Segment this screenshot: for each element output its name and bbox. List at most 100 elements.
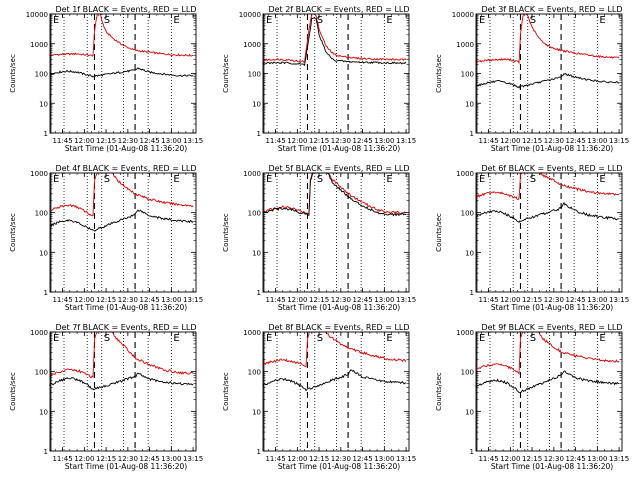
marker-label: E <box>173 15 179 26</box>
lld-series-line <box>262 331 407 367</box>
x-tick-label: 11:45 <box>52 296 72 304</box>
x-tick-label: 12:30 <box>118 137 138 145</box>
y-tick-label: 1000 <box>243 41 261 49</box>
y-axis-label: Counts/sec <box>222 213 230 252</box>
x-tick-label: 11:45 <box>265 137 285 145</box>
x-tick-label: 12:30 <box>331 455 351 463</box>
marker-label: E <box>173 333 179 344</box>
marker-label: S <box>104 15 110 26</box>
x-tick-label: 12:00 <box>500 296 520 304</box>
y-tick-label: 100 <box>35 369 48 377</box>
x-tick-label: 12:00 <box>500 455 520 463</box>
panel-title: Det 5f BLACK = Events, RED = LLD <box>268 164 409 173</box>
x-tick-label: 13:00 <box>374 455 394 463</box>
x-tick-label: 12:30 <box>544 137 564 145</box>
x-tick-label: 13:00 <box>161 137 181 145</box>
x-axis-label: Start Time (01-Aug-08 11:36:20) <box>278 144 400 153</box>
lld-series-line <box>262 13 407 63</box>
y-tick-label: 10 <box>252 100 261 108</box>
x-tick-label: 12:15 <box>309 455 329 463</box>
y-axis-label: Counts/sec <box>222 372 230 411</box>
x-tick-label: 12:30 <box>331 296 351 304</box>
panel-title: Det 9f BLACK = Events, RED = LLD <box>481 323 622 332</box>
x-axis-label: Start Time (01-Aug-08 11:36:20) <box>278 462 400 471</box>
y-tick-label: 100 <box>35 71 48 79</box>
marker-label: S <box>530 333 536 344</box>
y-tick-label: 1 <box>44 289 48 297</box>
y-axis-label: Counts/sec <box>222 54 230 93</box>
x-tick-label: 11:45 <box>52 137 72 145</box>
plot-frame <box>475 331 623 452</box>
marker-label: S <box>317 333 323 344</box>
y-tick-label: 1000 <box>243 329 261 337</box>
plot-frame <box>262 13 410 134</box>
y-axis-label: Counts/sec <box>9 372 17 411</box>
lld-series-line <box>49 172 194 217</box>
y-tick-label: 1000 <box>456 329 474 337</box>
panel-title: Det 6f BLACK = Events, RED = LLD <box>481 164 622 173</box>
x-tick-label: 13:15 <box>609 296 629 304</box>
x-tick-label: 12:00 <box>287 455 307 463</box>
events-series-line <box>262 369 407 392</box>
x-tick-label: 12:00 <box>287 296 307 304</box>
x-tick-label: 12:30 <box>118 296 138 304</box>
x-tick-label: 13:00 <box>587 137 607 145</box>
x-tick-label: 11:45 <box>265 296 285 304</box>
x-axis-label: Start Time (01-Aug-08 11:36:20) <box>491 144 613 153</box>
marker-label: E <box>599 15 605 26</box>
y-tick-label: 100 <box>461 369 474 377</box>
x-tick-label: 11:45 <box>52 455 72 463</box>
y-axis-label: Counts/sec <box>435 54 443 93</box>
x-axis-label: Start Time (01-Aug-08 11:36:20) <box>65 144 187 153</box>
x-tick-label: 12:30 <box>118 455 138 463</box>
marker-label: E <box>53 333 59 344</box>
marker-label: E <box>599 174 605 185</box>
y-tick-label: 10 <box>465 100 474 108</box>
marker-label: E <box>479 15 485 26</box>
panel-title: Det 8f BLACK = Events, RED = LLD <box>268 323 409 332</box>
events-series-line <box>475 201 620 224</box>
y-tick-label: 10000 <box>239 11 261 19</box>
x-tick-label: 12:45 <box>139 455 159 463</box>
marker-label: S <box>530 15 536 26</box>
y-tick-label: 1 <box>44 448 48 456</box>
marker-label: E <box>479 333 485 344</box>
x-axis-label: Start Time (01-Aug-08 11:36:20) <box>278 303 400 312</box>
x-tick-label: 12:00 <box>500 137 520 145</box>
x-tick-label: 12:15 <box>522 137 542 145</box>
marker-label: E <box>386 15 392 26</box>
plot-frame <box>475 172 623 293</box>
y-axis-label: Counts/sec <box>9 213 17 252</box>
lld-series-line <box>475 13 620 65</box>
x-tick-label: 12:30 <box>544 296 564 304</box>
plot-frame <box>475 13 623 134</box>
lld-series-line <box>475 172 620 201</box>
y-tick-label: 1 <box>470 289 474 297</box>
events-series-line <box>49 372 194 391</box>
x-tick-label: 12:15 <box>96 455 116 463</box>
x-tick-label: 11:45 <box>478 296 498 304</box>
x-axis-label: Start Time (01-Aug-08 11:36:20) <box>65 462 187 471</box>
y-tick-label: 10000 <box>26 11 48 19</box>
plot-frame <box>49 331 197 452</box>
marker-label: E <box>173 174 179 185</box>
x-tick-label: 12:15 <box>522 296 542 304</box>
y-tick-label: 10 <box>465 408 474 416</box>
x-tick-label: 13:15 <box>609 137 629 145</box>
events-series-line <box>475 72 620 89</box>
marker-label: S <box>317 174 323 185</box>
x-tick-label: 12:45 <box>139 137 159 145</box>
x-tick-label: 12:00 <box>287 137 307 145</box>
x-tick-label: 13:00 <box>587 455 607 463</box>
lld-series-line <box>49 13 194 57</box>
x-tick-label: 12:45 <box>565 296 585 304</box>
x-axis-label: Start Time (01-Aug-08 11:36:20) <box>65 303 187 312</box>
y-tick-label: 10 <box>39 100 48 108</box>
y-tick-label: 10 <box>39 408 48 416</box>
y-tick-label: 10 <box>39 249 48 257</box>
marker-label: S <box>104 333 110 344</box>
x-tick-label: 13:00 <box>374 296 394 304</box>
panel-title: Det 4f BLACK = Events, RED = LLD <box>55 164 196 173</box>
